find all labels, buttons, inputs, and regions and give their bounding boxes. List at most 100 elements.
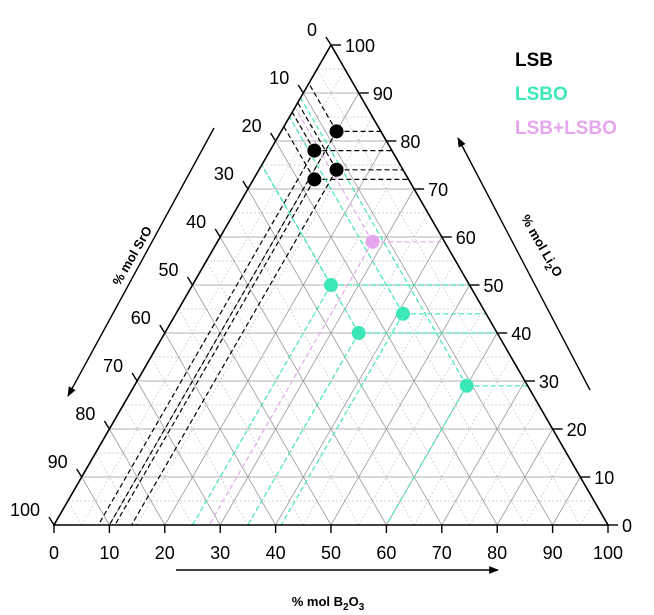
guide-to-b2o3-axis — [280, 313, 404, 526]
left-tick — [270, 132, 277, 142]
legend-entry: LSB+LSBO — [515, 118, 617, 139]
legend-entry: LSBO — [515, 84, 568, 105]
bottom-tick-label: 0 — [49, 543, 59, 563]
left-tick-label: 40 — [186, 212, 206, 232]
left-tick-label: 80 — [75, 404, 95, 424]
grid-line-b2o3 — [579, 500, 595, 526]
grid-line-b2o3 — [330, 284, 470, 526]
bottom-tick-label: 80 — [487, 543, 507, 563]
guide-to-b2o3-axis — [385, 385, 468, 526]
grid-line-sro — [122, 404, 193, 526]
data-point — [307, 172, 322, 187]
grid-line-b2o3 — [192, 164, 401, 526]
grid-line-sro — [150, 356, 249, 526]
left-tick-label: 30 — [214, 164, 234, 184]
bottom-axis-title: % mol B2O3 — [292, 594, 365, 613]
left-tick-label: 0 — [307, 20, 317, 40]
grid-line-b2o3 — [302, 260, 456, 526]
right-tick-label: 90 — [373, 84, 393, 104]
guide-to-sro-axis — [291, 111, 315, 151]
grid-line-b2o3 — [413, 356, 512, 526]
right-tick-label: 40 — [511, 324, 531, 344]
guide-to-sro-axis — [294, 107, 374, 243]
guide-to-b2o3-axis — [97, 150, 315, 526]
legend-entry: LSB — [515, 50, 553, 71]
data-point — [459, 378, 474, 393]
bottom-tick-label: 20 — [155, 543, 175, 563]
bottom-tick-label: 90 — [543, 543, 563, 563]
grid-line-sro — [109, 428, 166, 526]
data-point — [329, 162, 344, 177]
right-tick-label: 30 — [539, 372, 559, 392]
right-tick-label: 50 — [484, 276, 504, 296]
left-tick — [48, 516, 55, 526]
data-point — [365, 234, 380, 249]
bottom-tick-label: 60 — [376, 543, 396, 563]
grid-line-sro — [206, 260, 360, 526]
guide-to-b2o3-axis — [208, 241, 374, 526]
legend: LSB LSBO LSB+LSBO — [515, 50, 617, 139]
grid-line-b2o3 — [441, 380, 526, 526]
grid-line-b2o3 — [552, 476, 581, 526]
left-tick-label: 70 — [103, 356, 123, 376]
left-tick-label: 10 — [269, 68, 289, 88]
bottom-tick-label: 10 — [99, 543, 119, 563]
grid-line-sro — [178, 308, 304, 526]
guide-to-b2o3-axis — [108, 131, 338, 526]
grid-line-b2o3 — [358, 308, 484, 526]
left-tick — [297, 84, 304, 94]
data-point — [324, 278, 338, 292]
right-tick-label: 0 — [622, 516, 632, 536]
grid-line-sro — [302, 92, 553, 526]
left-axis-arrow — [67, 127, 215, 397]
guide-to-sro-axis — [297, 102, 338, 171]
guide-to-b2o3-axis — [131, 169, 338, 526]
grid-line-b2o3 — [469, 404, 540, 526]
grid-line-sro — [95, 452, 138, 526]
right-tick-label: 60 — [456, 228, 476, 248]
data-points — [307, 124, 474, 393]
guide-lines — [97, 83, 528, 526]
right-tick-label: 70 — [428, 180, 448, 200]
guide-to-sro-axis — [288, 116, 404, 315]
right-tick-label: 20 — [567, 420, 587, 440]
left-tick — [103, 420, 110, 430]
left-tick — [131, 372, 138, 382]
guide-to-sro-axis — [308, 83, 338, 132]
left-tick — [214, 228, 221, 238]
left-tick-label: 20 — [242, 116, 262, 136]
grid-line-b2o3 — [136, 116, 373, 526]
data-point — [307, 143, 322, 158]
left-tick — [76, 468, 83, 478]
left-tick-label: 100 — [10, 500, 40, 520]
right-axis-title: % mol Li2O — [515, 212, 566, 281]
data-point — [351, 326, 366, 340]
bottom-tick-label: 40 — [266, 543, 286, 563]
left-tick — [159, 324, 166, 334]
data-point — [329, 124, 344, 139]
data-point — [396, 306, 411, 321]
right-tick-label: 10 — [594, 468, 614, 488]
bottom-tick-label: 50 — [321, 543, 341, 563]
bottom-tick-label: 100 — [593, 543, 623, 563]
grid-line-b2o3 — [524, 452, 567, 526]
grid-line-sro — [67, 500, 83, 526]
right-tick-label: 80 — [400, 132, 420, 152]
left-tick-label: 90 — [48, 452, 68, 472]
left-tick-label: 60 — [131, 308, 151, 328]
guide-to-b2o3-axis — [191, 284, 332, 526]
left-tick — [325, 36, 332, 46]
bottom-tick-label: 30 — [210, 543, 230, 563]
grid-line-sro — [233, 212, 415, 526]
bottom-tick-label: 70 — [432, 543, 452, 563]
left-tick-label: 50 — [158, 260, 178, 280]
right-tick-label: 100 — [345, 36, 375, 56]
right-axis-arrow — [457, 137, 591, 391]
left-tick — [186, 276, 194, 286]
guide-to-sro-axis — [261, 164, 360, 334]
grid-line-sro — [81, 476, 110, 526]
axis-arrows — [67, 127, 591, 574]
grid-line-sro — [261, 164, 470, 526]
grid-line-sro — [164, 332, 276, 526]
